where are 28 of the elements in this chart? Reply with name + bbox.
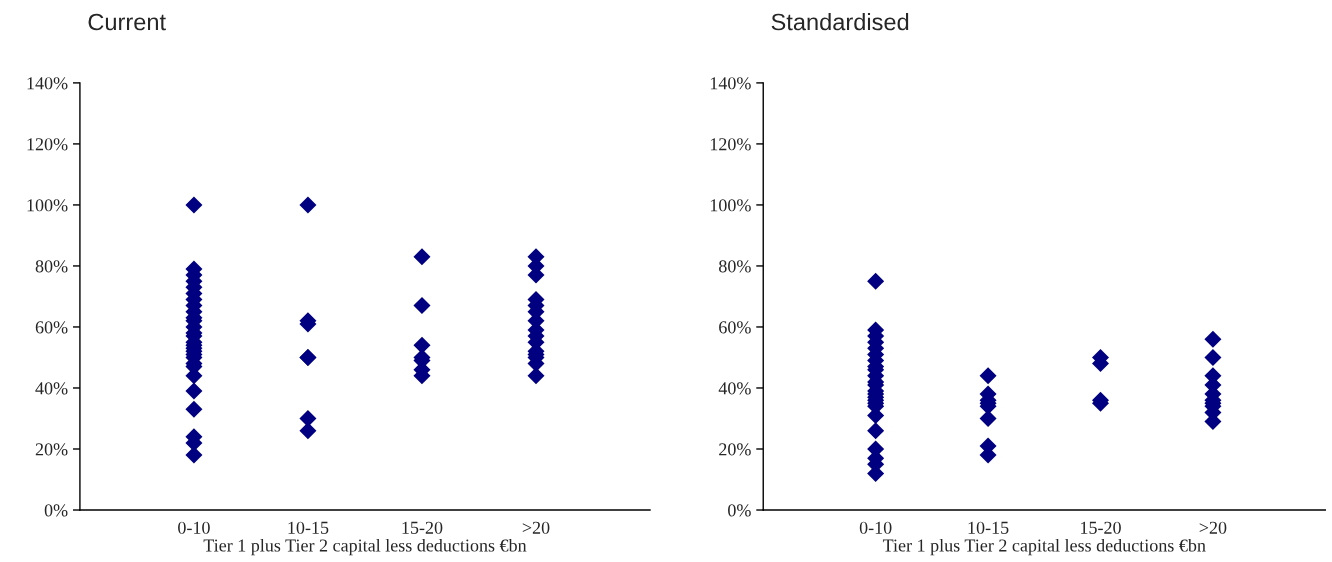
y-tick-label: 120% (27, 138, 68, 151)
y-tick-label: 140% (710, 77, 751, 90)
y-tick-label: 0% (728, 504, 751, 517)
x-tick-label: >20 (522, 521, 550, 534)
chart-title: Current (88, 13, 166, 31)
y-tick-label: 60% (719, 321, 751, 334)
x-tick-label: 10-15 (288, 521, 329, 534)
x-tick-label: 0-10 (859, 521, 892, 534)
y-tick-label: 60% (35, 321, 68, 334)
y-tick-label: 40% (35, 382, 68, 395)
y-tick-label: 20% (719, 443, 751, 456)
y-tick-label: 20% (35, 443, 68, 456)
x-axis-title: Tier 1 plus Tier 2 capital less deductions €bn (882, 538, 1206, 556)
y-tick-label: 100% (27, 199, 68, 212)
chart-title: Standardised (771, 13, 909, 31)
x-axis-title: Tier 1 plus Tier 2 capital less deductions €bn (203, 538, 527, 556)
x-tick-label: >20 (1199, 521, 1227, 534)
y-tick-label: 100% (710, 199, 751, 212)
x-tick-label: 15-20 (1081, 521, 1121, 534)
y-tick-label: 140% (27, 77, 68, 90)
x-tick-label: 10-15 (968, 521, 1009, 534)
y-tick-label: 80% (35, 260, 68, 273)
x-tick-label: 0-10 (178, 521, 210, 534)
y-tick-label: 0% (44, 504, 68, 517)
x-tick-label: 15-20 (402, 521, 443, 534)
y-tick-label: 80% (719, 260, 751, 273)
y-tick-label: 120% (710, 138, 751, 151)
y-tick-label: 40% (718, 382, 751, 395)
